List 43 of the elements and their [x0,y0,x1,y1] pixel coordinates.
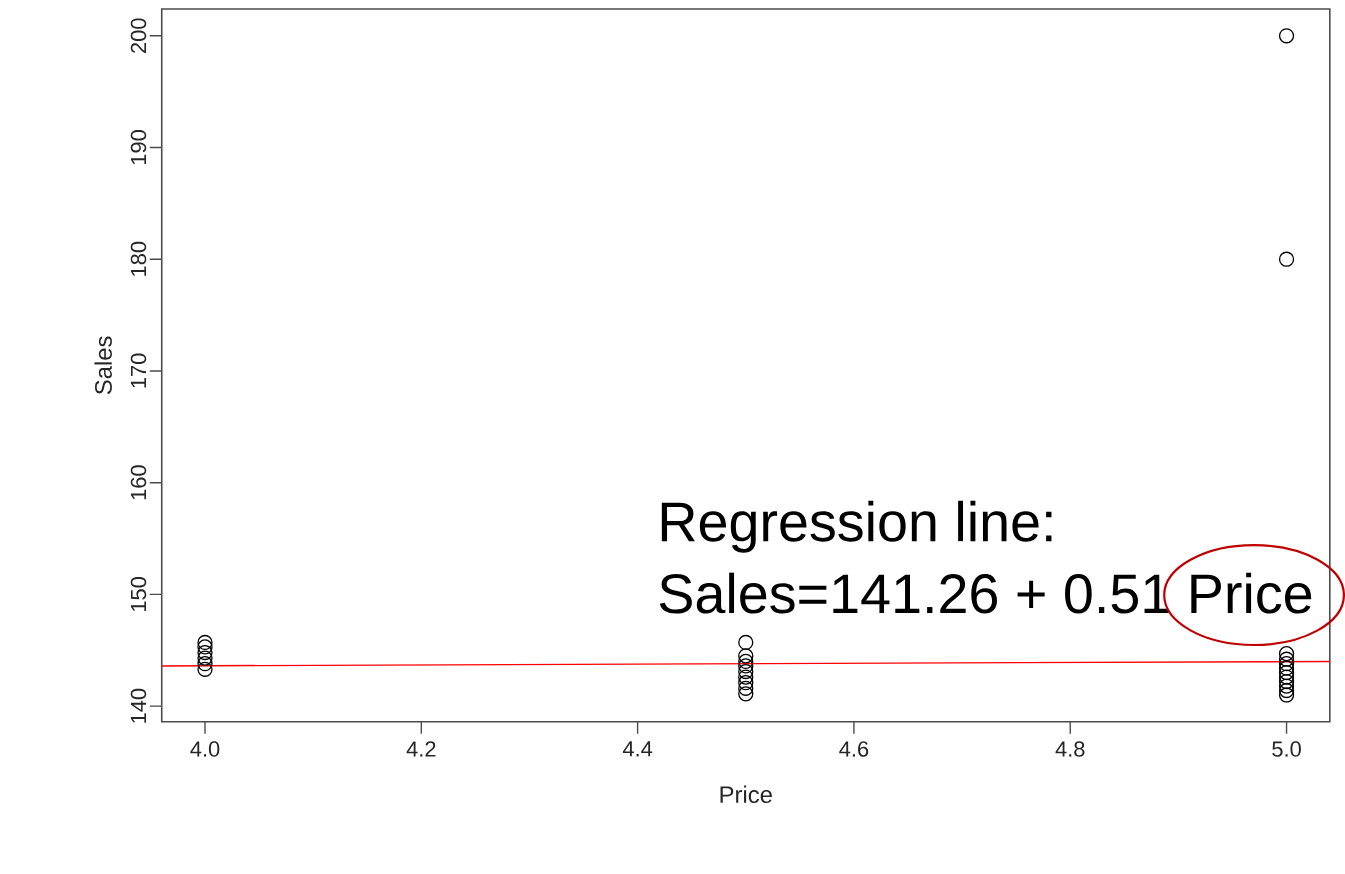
point [197,639,213,655]
point [738,648,754,664]
x-axis-title: Price [720,785,772,804]
point [197,650,213,666]
x-tick-label: 4.0 [190,741,220,757]
x-tick-label: 4.4 [622,741,653,757]
point [738,658,754,674]
x-tick-label: 4.8 [1055,741,1085,757]
y-tick-label: 200 [130,18,147,54]
point [1278,665,1295,681]
x-tick-label: 4.2 [406,741,436,757]
annotation: Regression line: [661,500,1052,553]
point [197,656,213,672]
y-tick-label: 150 [130,577,147,612]
point [738,654,754,670]
y-tick-label: 140 [130,688,147,723]
point [738,686,754,702]
x-tick-label: 5.0 [1272,741,1301,757]
point [738,669,754,685]
x-tick-label: 4.6 [839,741,869,757]
y-tick-label: 190 [130,130,147,165]
point [738,680,754,697]
point [1278,683,1295,699]
point [1278,678,1295,694]
point [197,645,213,661]
point [1278,660,1295,677]
point [738,675,754,691]
point [197,661,213,678]
point [1278,656,1295,672]
point [1278,674,1295,690]
point [197,635,213,651]
y-tick-label: 160 [130,465,147,500]
point [1278,687,1295,703]
point [1278,669,1295,685]
point [1278,28,1295,44]
point [1278,251,1295,268]
y-tick-label: 170 [130,353,147,388]
point [1278,646,1295,662]
point [738,664,754,680]
point [738,635,754,651]
point [1278,651,1295,668]
y-tick-label: 180 [130,242,147,277]
y-axis-title: Sales [94,336,112,395]
